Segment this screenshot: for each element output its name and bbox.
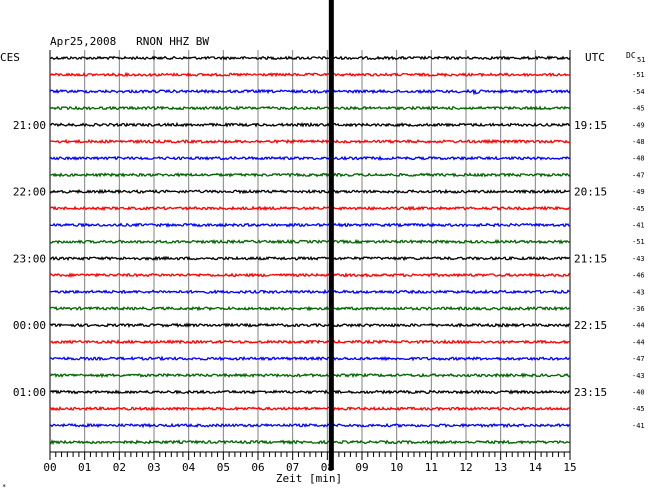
right-time-label: 20:15 (574, 186, 607, 199)
x-tick-label: 08 (321, 461, 334, 474)
trace (49, 205, 571, 212)
dc-offset-label: -51 (632, 71, 645, 79)
x-tick-label: 04 (182, 461, 196, 474)
trace (49, 305, 571, 312)
dc-offset-label: -45 (632, 405, 645, 413)
left-time-label: 21:00 (13, 119, 46, 132)
x-tick-label: 12 (459, 461, 472, 474)
chart-title: Apr25,2008 RNON HHZ BW (50, 35, 209, 48)
dc-offset-label: -36 (632, 305, 645, 313)
right-time-label: 23:15 (574, 386, 607, 399)
left-timezone-label: CES (0, 51, 20, 64)
dc-offset-label: -48 (632, 138, 645, 146)
x-tick-label: 13 (494, 461, 507, 474)
trace (49, 188, 571, 195)
dc-offset-label: -49 (632, 121, 645, 129)
dc-offset-label: -48 (632, 155, 645, 163)
event-marker-line (328, 0, 334, 470)
trace (49, 238, 571, 245)
dc-offset-label: -49 (632, 188, 645, 196)
dc-offset-label: -44 (632, 338, 645, 346)
time-gridlines (49, 50, 571, 452)
dc-offset-label: -40 (632, 389, 645, 397)
x-axis: 00 01 02 03 04 05 06 07 08 09 10 11 12 13 14 15 (43, 451, 577, 474)
trace (49, 105, 571, 111)
trace (49, 272, 571, 278)
right-time-label: 19:15 (574, 119, 607, 132)
trace (49, 372, 571, 379)
dc-offset-label: -43 (632, 288, 645, 296)
dc-offset-label: -41 (632, 422, 645, 430)
x-tick-label: 11 (425, 461, 438, 474)
dc-header-value: 51 (637, 56, 645, 64)
trace (49, 222, 571, 228)
right-time-labels: 19:15 20:15 21:15 22:15 23:15 (574, 119, 607, 399)
left-time-label: 23:00 (13, 252, 46, 265)
x-tick-label: 05 (217, 461, 230, 474)
dc-offset-label: -41 (632, 222, 645, 230)
left-time-labels: 21:00 22:00 23:00 00:00 01:00 (13, 119, 46, 399)
dc-offset-label: -51 (632, 238, 645, 246)
seismogram-traces (49, 55, 571, 446)
dc-offset-label: -54 (632, 88, 645, 96)
dc-offset-label: -47 (632, 171, 645, 179)
trace (49, 71, 571, 78)
right-timezone-label: UTC (585, 51, 605, 64)
x-tick-label: 09 (355, 461, 368, 474)
left-time-label: 01:00 (13, 386, 46, 399)
dc-header-label: DC (626, 51, 636, 60)
trace (49, 338, 571, 345)
dc-offset-label: -43 (632, 255, 645, 263)
x-tick-label: 06 (251, 461, 264, 474)
trace (49, 405, 571, 412)
dc-offset-label: -46 (632, 272, 645, 280)
trace (49, 255, 571, 262)
right-time-label: 21:15 (574, 252, 607, 265)
trace (49, 422, 571, 429)
x-tick-label: 03 (147, 461, 160, 474)
x-tick-label: 07 (286, 461, 299, 474)
trace (49, 138, 571, 145)
dc-offset-label: -45 (632, 205, 645, 213)
x-tick-label: 00 (43, 461, 56, 474)
trace (49, 55, 571, 61)
x-tick-label: 14 (529, 461, 543, 474)
dc-offset-label: -45 (632, 105, 645, 113)
dc-offset-labels: -51 -54 -45 -49 -48 -48 -47 -49 -45 -41 -51 -43 -46 -… (632, 71, 645, 430)
x-tick-label: 10 (390, 461, 403, 474)
left-time-label: 22:00 (13, 186, 46, 199)
x-axis-title: Zeit [min] (276, 472, 342, 485)
trace (49, 389, 571, 395)
trace (49, 288, 571, 295)
event-marker (328, 0, 334, 470)
trace (49, 355, 571, 362)
trace (49, 121, 570, 128)
dc-offset-label: -44 (632, 322, 645, 330)
trace (49, 155, 571, 161)
trace (49, 439, 571, 446)
left-time-label: 00:00 (13, 319, 46, 332)
trace (49, 88, 571, 96)
trace (49, 322, 571, 328)
x-tick-label: 01 (78, 461, 91, 474)
dc-offset-label: -43 (632, 372, 645, 380)
dc-offset-label: -47 (632, 355, 645, 363)
x-tick-label: 15 (563, 461, 576, 474)
trace (49, 172, 571, 178)
right-time-label: 22:15 (574, 319, 607, 332)
corner-mark: * (2, 483, 6, 491)
x-tick-label: 02 (113, 461, 126, 474)
